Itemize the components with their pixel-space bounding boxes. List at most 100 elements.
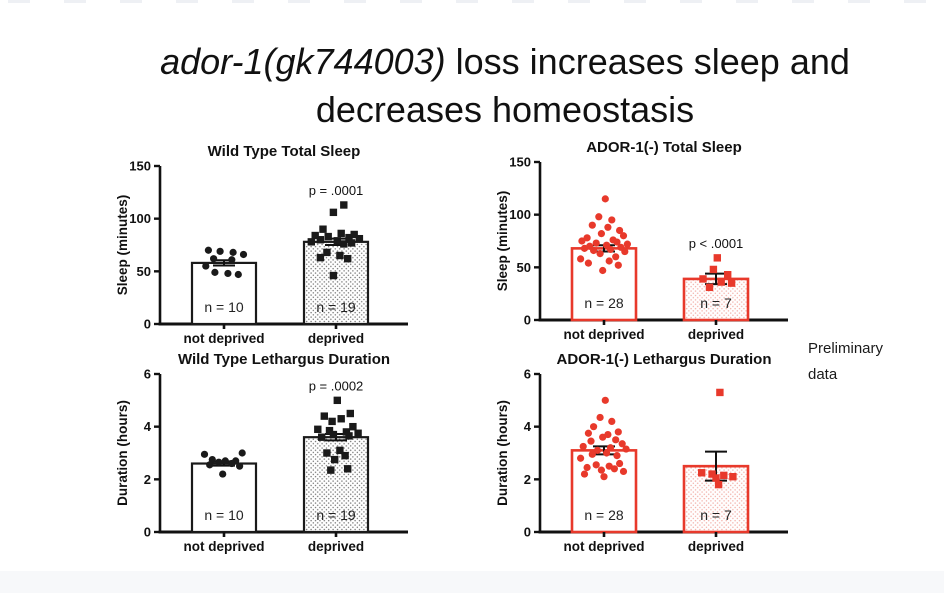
data-point xyxy=(584,259,592,267)
data-point xyxy=(698,469,706,477)
bar-group-deprived: n = 19 p = .0001 deprived xyxy=(302,183,370,346)
scatter-points xyxy=(202,246,248,279)
chart-ador1-lethargus-duration: ADOR-1(-) Lethargus Duration Duration (ho… xyxy=(492,348,822,564)
data-point xyxy=(616,226,624,235)
y-axis-label: Duration (hours) xyxy=(495,400,510,506)
data-point xyxy=(337,229,345,238)
data-point xyxy=(349,422,357,431)
footer-band xyxy=(0,571,944,593)
data-point xyxy=(578,237,586,245)
bar-group-not-deprived: n = 10 not deprived xyxy=(183,246,265,346)
data-point xyxy=(610,465,618,473)
slide-title-line2: decreases homeostasis xyxy=(315,89,695,130)
data-point xyxy=(329,430,338,439)
data-point xyxy=(713,254,721,262)
data-point xyxy=(614,261,622,269)
data-point xyxy=(619,232,628,240)
data-point xyxy=(340,201,348,209)
data-point xyxy=(583,463,591,472)
y-tick-label: 100 xyxy=(129,211,151,226)
data-point xyxy=(587,437,595,445)
category-label: not deprived xyxy=(563,327,644,342)
category-label: deprived xyxy=(688,327,744,342)
y-axis-label: Sleep (minutes) xyxy=(495,191,510,292)
y-tick-label: 6 xyxy=(524,367,531,382)
data-point xyxy=(593,446,602,454)
data-point xyxy=(324,232,332,241)
data-point xyxy=(311,231,319,240)
data-point xyxy=(224,269,232,278)
data-point xyxy=(328,417,336,426)
data-point xyxy=(717,278,725,286)
data-point xyxy=(336,251,344,260)
data-point xyxy=(729,473,737,481)
data-point xyxy=(612,436,620,444)
data-point xyxy=(579,442,587,451)
n-label: n = 19 xyxy=(316,507,356,523)
data-point xyxy=(340,240,348,248)
chart-canvas: Wild Type Total Sleep Sleep (minutes) 0 50 1… xyxy=(115,143,408,346)
data-point xyxy=(601,195,609,203)
data-point xyxy=(605,257,613,265)
data-point xyxy=(708,470,716,478)
data-point xyxy=(331,455,339,464)
data-point xyxy=(588,221,596,229)
y-tick-label: 2 xyxy=(144,472,151,487)
data-point xyxy=(215,458,223,466)
data-point xyxy=(336,446,344,455)
y-tick-label: 50 xyxy=(517,260,531,275)
data-point xyxy=(580,470,589,478)
data-point xyxy=(327,466,335,474)
chart-wild-type-total-sleep: Wild Type Total Sleep Sleep (minutes) 0 50 1… xyxy=(112,140,442,356)
data-point xyxy=(623,240,631,248)
data-point xyxy=(210,255,218,263)
data-point xyxy=(590,423,598,431)
y-tick-label: 0 xyxy=(524,525,531,540)
data-point xyxy=(577,454,585,462)
data-point xyxy=(599,266,607,275)
y-tick-label: 0 xyxy=(144,525,151,540)
y-tick-label: 4 xyxy=(524,419,532,434)
y-tick-label: 6 xyxy=(144,367,151,382)
category-label: deprived xyxy=(308,331,364,346)
data-point xyxy=(588,450,596,458)
data-point xyxy=(596,413,604,422)
data-point xyxy=(350,230,358,239)
data-point xyxy=(590,246,598,255)
chart-wild-type-lethargus-duration: Wild Type Lethargus Duration Duration (ho… xyxy=(112,348,442,564)
data-point xyxy=(216,247,224,255)
data-point xyxy=(345,233,353,242)
data-point xyxy=(712,474,720,482)
y-tick-label: 0 xyxy=(144,317,151,332)
slide-title-line1-rest: loss increases sleep and xyxy=(445,41,850,82)
data-point xyxy=(592,461,600,469)
scatter-points xyxy=(200,449,246,478)
data-point xyxy=(234,270,242,279)
y-tick-label: 2 xyxy=(524,472,531,487)
y-tick-label: 4 xyxy=(144,419,152,434)
data-point xyxy=(606,444,615,452)
bar-group-deprived: n = 7 p < .0001 deprived xyxy=(682,236,750,342)
data-point xyxy=(228,459,236,468)
chart-canvas: Wild Type Lethargus Duration Duration (ho… xyxy=(115,351,408,554)
data-point xyxy=(221,457,229,465)
slide-title-line1: ador-1(gk744003) loss increases sleep an… xyxy=(160,41,850,82)
data-point xyxy=(341,451,349,460)
data-point xyxy=(344,254,352,263)
data-point xyxy=(355,234,364,243)
data-point xyxy=(204,246,212,254)
data-point xyxy=(584,429,592,437)
data-point xyxy=(236,462,244,470)
data-point xyxy=(583,234,591,242)
bar-group-not-deprived: n = 28 not deprived xyxy=(563,195,645,342)
data-point xyxy=(346,409,354,418)
chart-title: Wild Type Lethargus Duration xyxy=(178,351,390,368)
bar-group-deprived: n = 19 p = .0002 deprived xyxy=(302,378,370,554)
scatter-points xyxy=(698,388,737,489)
y-tick-label: 150 xyxy=(509,155,531,170)
data-point xyxy=(316,253,325,262)
data-point xyxy=(333,396,341,405)
data-point xyxy=(597,230,605,238)
data-point xyxy=(613,452,621,460)
bar xyxy=(190,261,258,326)
